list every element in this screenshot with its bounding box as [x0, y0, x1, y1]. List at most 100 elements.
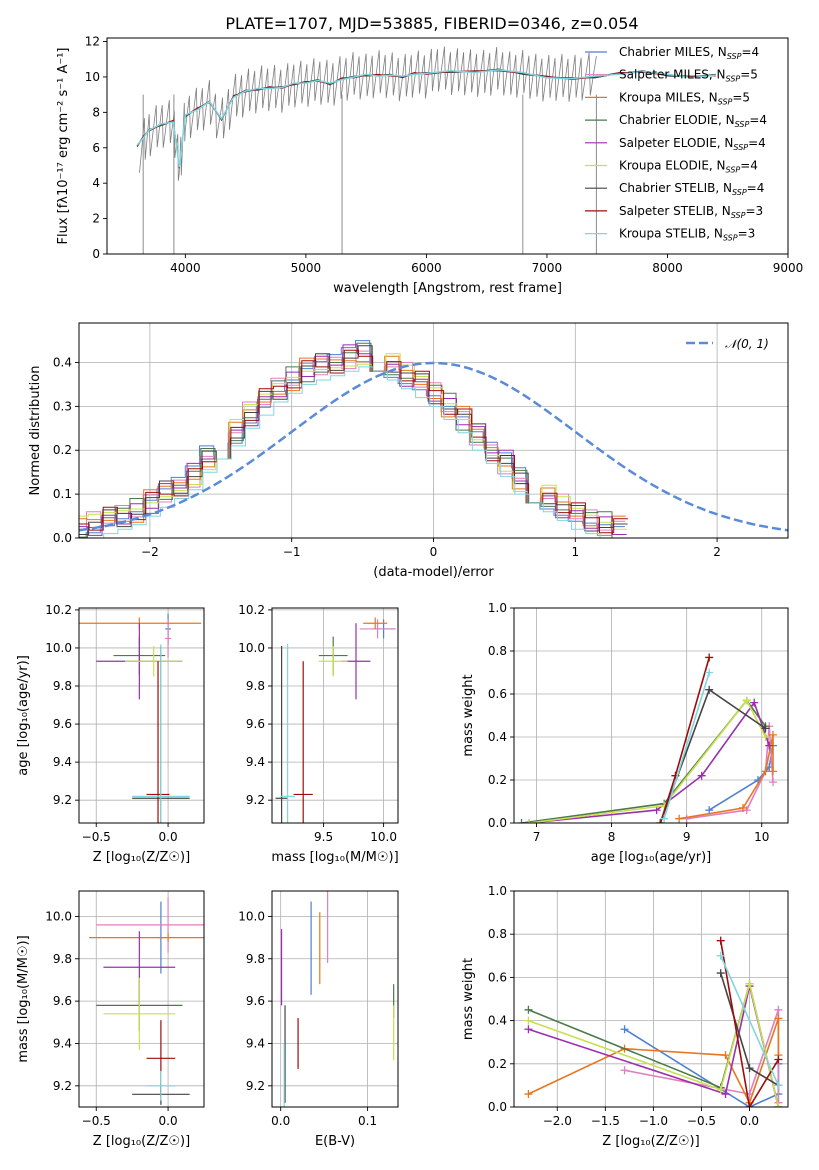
panel-age-vs-z: −0.5 0.0 9.2 9.4 9.6 9.8 10.0 10.2 Z [log₁₀(Z/Z☉… [16, 603, 205, 865]
x-axis-label: age [log₁₀(age/yr)] [591, 850, 712, 865]
axes-frame [513, 607, 789, 824]
y-tick-label: 1.0 [488, 601, 507, 615]
weight-marker [705, 806, 714, 815]
y-axis-label: mass [log₁₀(M/M☉)] [16, 935, 31, 1062]
x-tick-label: −1.0 [639, 1114, 668, 1128]
legend-entry: Kroupa MILES, NSSP=5 [619, 90, 750, 106]
y-tick-label: 9.4 [246, 755, 265, 769]
y-tick-label: 9.6 [246, 994, 265, 1008]
y-tick-label: 0.2 [488, 773, 507, 787]
y-tick-label: 9.4 [53, 755, 72, 769]
x-tick-label: −0.5 [82, 1114, 111, 1128]
weight-marker [745, 979, 754, 988]
weight-marker [524, 1090, 533, 1099]
x-tick-label: 10 [754, 830, 769, 844]
weight-line [528, 983, 780, 1107]
y-tick-label: 1.0 [488, 884, 507, 898]
legend-entry-sub: SSP [731, 211, 746, 220]
x-tick-label: 0.0 [740, 1114, 759, 1128]
weight-marker [774, 1014, 783, 1023]
weight-marker [705, 653, 714, 662]
weight-marker [774, 1103, 783, 1107]
y-tick-label: 0.2 [53, 443, 72, 457]
x-tick-label: −1.5 [591, 1114, 620, 1128]
weight-line [528, 699, 767, 823]
legend-entry: Chabrier MILES, NSSP=4 [619, 45, 759, 61]
weight-marker [716, 951, 725, 960]
weight-marker [524, 1025, 533, 1034]
weight-marker [765, 741, 774, 750]
x-tick-label: 4000 [170, 261, 201, 275]
y-tick-label: 0.4 [488, 730, 507, 744]
legend-entry-suffix: =5 [732, 90, 750, 104]
legend-entry-suffix: =5 [740, 68, 758, 82]
x-tick-label: 0.0 [159, 830, 178, 844]
legend-entry-label: Salpeter MILES, N [619, 68, 726, 82]
plot-area [524, 936, 783, 1107]
panel-mass-vs-z: −0.5 0.0 9.2 9.4 9.6 9.8 10.0 Z [log₁₀(Z/Z☉)] ma… [16, 890, 205, 1149]
legend-entry: Kroupa ELODIE, NSSP=4 [619, 159, 758, 175]
y-tick-label: 9.8 [246, 952, 265, 966]
weight-marker [768, 730, 777, 739]
y-tick-label: 0.0 [488, 1100, 507, 1114]
weight-marker [705, 668, 714, 677]
legend-entry-suffix: =4 [741, 45, 759, 59]
panel-weight-vs-z: −2.0 −1.5 −1.0 −0.5 0.0 0.0 0.2 0.4 0.6 0.8 1.0 Z [… [461, 884, 789, 1149]
x-tick-label: 8000 [652, 261, 683, 275]
legend-entry: 𝒩(0, 1) [725, 337, 769, 351]
axes-frame [78, 890, 205, 1108]
legend-entry-suffix: =4 [747, 181, 765, 195]
x-axis-label: mass [log₁₀(M/M☉)] [271, 850, 398, 865]
weight-marker [738, 803, 747, 812]
weight-marker [745, 1103, 754, 1107]
x-tick-label: 9000 [773, 261, 804, 275]
weight-marker [774, 1081, 783, 1090]
legend-entry-label: Kroupa STELIB, N [619, 227, 723, 241]
x-tick-label: −0.5 [687, 1114, 716, 1128]
legend-entry: Chabrier ELODIE, NSSP=4 [619, 113, 767, 129]
legend-entry-sub: SSP [723, 234, 738, 243]
y-tick-label: 0.4 [53, 355, 72, 369]
weight-marker [716, 936, 725, 945]
legend-entry-sub: SSP [733, 143, 748, 152]
legend-entry: Salpeter ELODIE, NSSP=4 [619, 136, 766, 152]
legend-entry-label: Kroupa MILES, N [619, 90, 718, 104]
legend-entry-label: Kroupa ELODIE, N [619, 159, 726, 173]
y-tick-label: 10.0 [238, 641, 265, 655]
legend-entry-suffix: =4 [740, 159, 758, 173]
legend-entry-sub: SSP [727, 52, 742, 61]
x-tick-label: −0.5 [82, 830, 111, 844]
normal-curve [79, 361, 788, 532]
x-axis-label: Z [log₁₀(Z/Z☉)] [93, 1134, 190, 1149]
weight-marker [697, 771, 706, 780]
weight-marker [761, 733, 770, 741]
y-tick-label: 0.2 [488, 1057, 507, 1071]
y-axis-label: Flux [fλ10⁻¹⁷ erg cm⁻² s⁻¹ A⁻¹] [56, 48, 71, 245]
x-tick-label: −2.0 [543, 1114, 572, 1128]
x-tick-label: 10.0 [370, 830, 397, 844]
y-axis-label: mass weight [461, 958, 476, 1040]
y-tick-label: 9.6 [53, 717, 72, 731]
weight-marker [774, 1055, 783, 1064]
y-tick-label: 12 [85, 35, 100, 49]
x-tick-label: 8 [608, 830, 616, 844]
weight-marker [761, 767, 770, 776]
y-tick-label: 10.2 [45, 603, 72, 617]
y-tick-label: 4 [92, 176, 100, 190]
plot-area [79, 340, 788, 538]
weight-marker [774, 1005, 783, 1014]
y-tick-label: 0.6 [488, 970, 507, 984]
y-tick-label: 10.0 [45, 909, 72, 923]
weight-marker [721, 1090, 730, 1099]
panel-age-vs-mass: 9.5 10.0 9.2 9.4 9.6 9.8 10.0 10.2 mass [log₁₀(M… [238, 603, 398, 865]
y-tick-label: 0.0 [488, 816, 507, 830]
y-tick-label: 9.8 [53, 679, 72, 693]
plot-area [517, 653, 777, 823]
y-tick-label: 8 [92, 105, 100, 119]
x-tick-label: 9 [683, 830, 691, 844]
plot-area [136, 46, 716, 254]
y-tick-label: 9.2 [246, 793, 265, 807]
y-tick-label: 10.0 [238, 909, 265, 923]
x-axis-label: E(B-V) [315, 1134, 355, 1149]
